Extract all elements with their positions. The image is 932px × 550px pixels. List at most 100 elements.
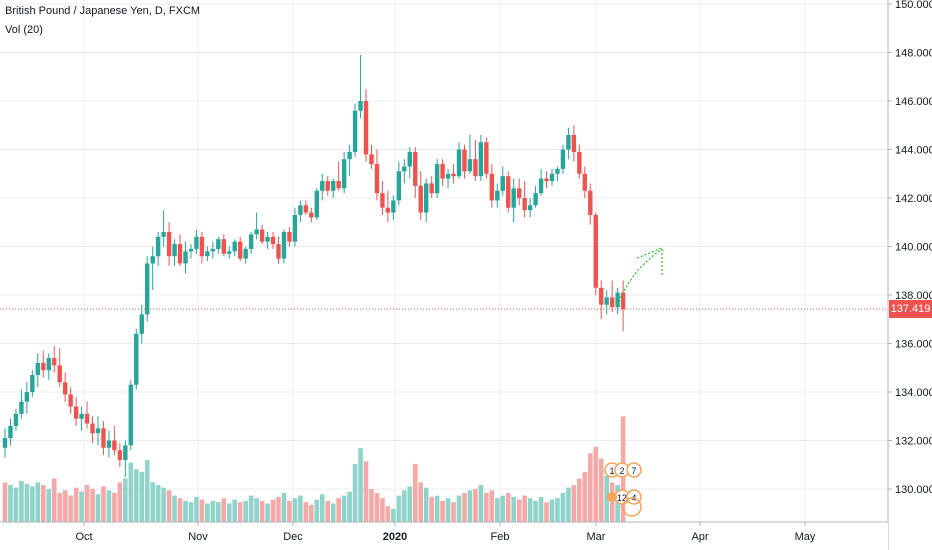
time-axis-bg — [0, 522, 888, 550]
candle-body — [582, 173, 588, 191]
candle-body — [210, 248, 216, 252]
price-axis-label: 142.000 — [895, 193, 932, 205]
candle-body — [440, 164, 445, 179]
volume-bar — [489, 490, 495, 522]
volume-bar — [511, 496, 517, 522]
candle-body — [57, 365, 62, 383]
candle-body — [134, 333, 139, 385]
volume-bar — [434, 495, 440, 522]
volume-bar — [336, 498, 341, 522]
candle-body — [560, 149, 566, 169]
volume-bar — [347, 491, 352, 522]
volume-bar — [57, 492, 62, 522]
price-axis-bg — [888, 0, 932, 550]
volume-bars — [2, 416, 626, 522]
candle-body — [265, 236, 270, 242]
volume-bar — [462, 492, 467, 522]
volume-bar — [303, 502, 309, 522]
candle-body — [270, 236, 276, 245]
candle-body — [413, 151, 418, 186]
volume-bar — [369, 489, 374, 522]
candle-body — [145, 263, 150, 315]
candle-body — [331, 181, 336, 191]
candle-body — [281, 231, 287, 259]
volume-bar — [144, 459, 150, 522]
event-marker-label: 12 — [617, 493, 627, 503]
volume-bar — [380, 498, 385, 522]
candle-body — [467, 159, 473, 172]
candle-body — [259, 229, 265, 242]
time-axis-label: Apr — [691, 531, 708, 543]
volume-bar — [577, 478, 582, 522]
candle-body — [150, 256, 155, 264]
candle-body — [500, 176, 505, 191]
candle-body — [128, 384, 134, 446]
volume-bar — [341, 495, 347, 522]
candle-body — [402, 166, 407, 172]
candle-body — [451, 173, 456, 177]
volume-bar — [538, 496, 544, 522]
candle-body — [473, 159, 478, 177]
candle-body — [620, 292, 626, 310]
candle-body — [445, 173, 451, 179]
volume-bar — [330, 503, 336, 522]
candle-body — [248, 234, 254, 249]
volume-bar — [117, 482, 123, 522]
event-marker-circle — [626, 462, 642, 478]
volume-bar — [13, 487, 19, 522]
candle-body — [462, 149, 467, 172]
candle-body — [24, 392, 30, 402]
volume-bar — [194, 496, 199, 522]
candle-body — [123, 445, 128, 460]
volume-bar — [615, 485, 620, 522]
volume-bar — [418, 482, 424, 522]
time-axis-label: Feb — [491, 531, 510, 543]
upward-arrow-drawing[interactable] — [616, 247, 663, 306]
volume-bar — [248, 495, 254, 522]
candle-body — [407, 151, 412, 167]
volume-bar — [79, 491, 84, 522]
candle-body — [314, 190, 319, 218]
volume-bar — [571, 485, 577, 522]
chart-symbol-title[interactable]: British Pound / Japanese Yen, D, FXCM — [5, 5, 201, 17]
volume-bar — [407, 486, 413, 522]
volume-bar — [319, 494, 325, 522]
candle-body — [41, 362, 46, 371]
candle-body — [391, 200, 396, 213]
volume-bar — [598, 458, 604, 522]
volume-bar — [505, 492, 511, 522]
volume-bar — [549, 499, 555, 522]
candle-body — [423, 183, 429, 213]
volume-bar — [237, 502, 243, 522]
candle-body — [571, 134, 577, 152]
event-markers[interactable]: 1 2 712 4 — [604, 462, 642, 517]
candle-body — [221, 239, 226, 254]
volume-bar — [259, 500, 265, 522]
volume-bar — [95, 494, 101, 522]
candle-body — [522, 198, 527, 211]
volume-bar — [123, 478, 128, 522]
volume-bar — [527, 498, 533, 522]
volume-bar — [516, 499, 522, 522]
candle-body — [216, 239, 221, 249]
candle-body — [363, 101, 369, 155]
event-marker-ring — [622, 497, 642, 517]
candle-body — [609, 297, 615, 308]
candle-body — [205, 251, 210, 257]
volume-bar — [522, 495, 527, 522]
volume-bar — [243, 500, 248, 522]
candle-body — [374, 164, 380, 194]
volume-indicator-label[interactable]: Vol (20) — [5, 24, 43, 36]
volume-bar — [309, 504, 314, 522]
candle-body — [183, 251, 188, 264]
volume-bar — [19, 481, 24, 522]
volume-bar — [8, 485, 13, 522]
volume-bar — [112, 492, 117, 522]
price-axis-label: 134.000 — [895, 387, 932, 399]
candle-body — [544, 178, 549, 182]
volume-bar — [440, 500, 445, 522]
candle-body — [112, 440, 117, 451]
volume-bar — [352, 463, 358, 522]
